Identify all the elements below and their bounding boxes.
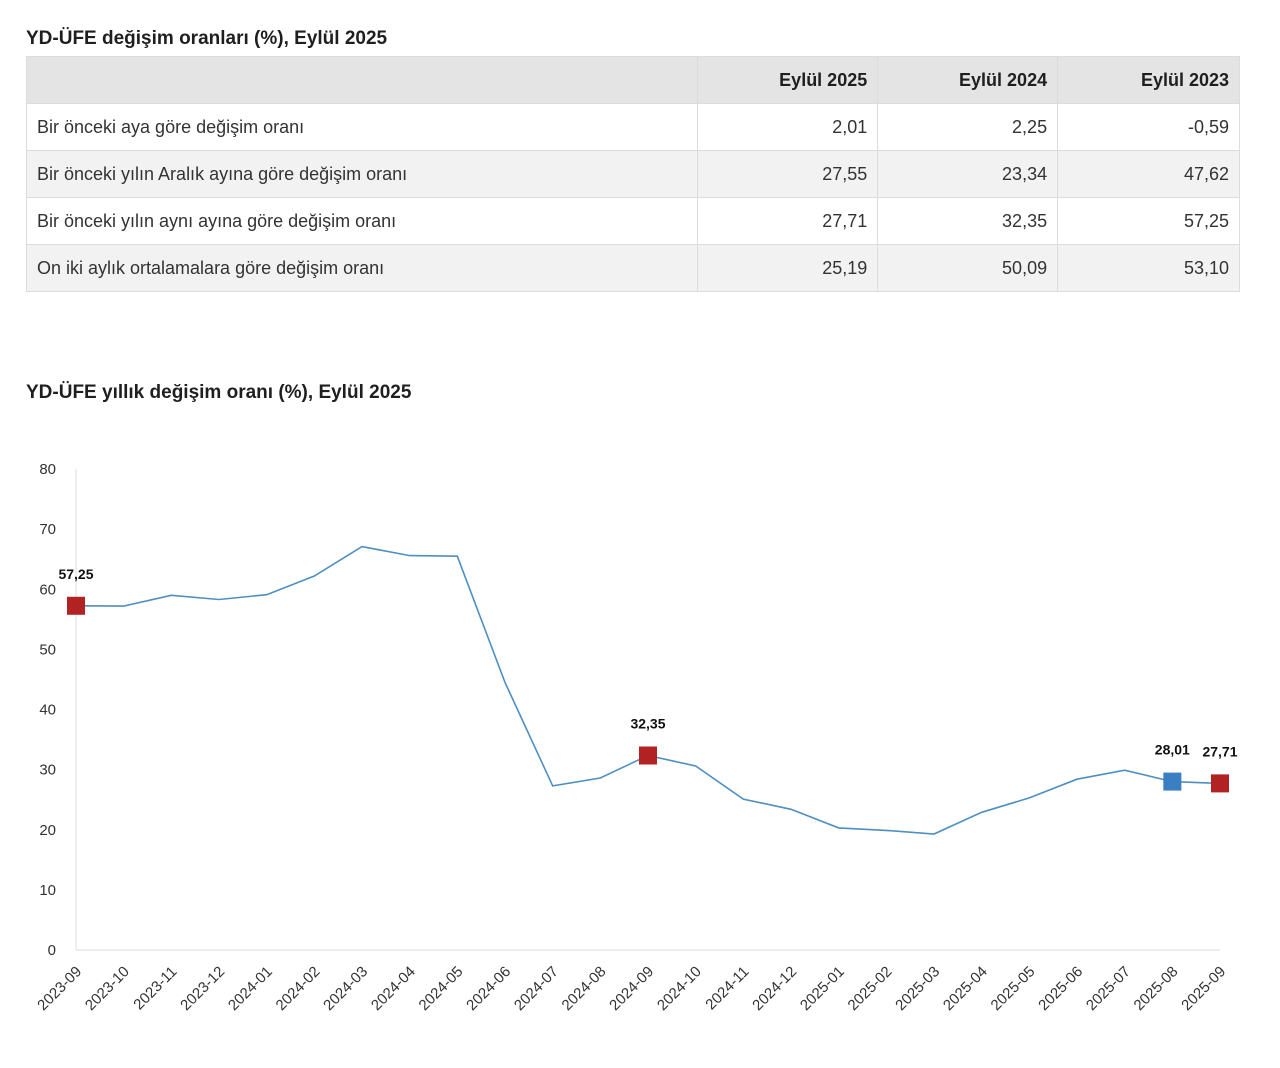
x-tick-label: 2025-04 [940, 963, 991, 1014]
data-point [789, 807, 793, 811]
table-row: Bir önceki aya göre değişim oranı 2,01 2… [25, 103, 1240, 151]
x-tick-label: 2023-10 [82, 963, 133, 1014]
data-point [980, 810, 984, 814]
change-rates-table: Eylül 2025 Eylül 2024 Eylül 2023 Bir önc… [25, 56, 1240, 292]
data-marker [639, 746, 657, 765]
y-tick-label: 0 [48, 942, 56, 959]
cell-value: 23,34 [877, 150, 1059, 198]
cell-value: 50,09 [877, 244, 1059, 292]
y-tick-label: 30 [39, 762, 56, 779]
x-tick-label: 2023-09 [34, 963, 85, 1014]
header-cell-label [25, 56, 699, 104]
data-label: 27,71 [1202, 743, 1237, 759]
table-header-row: Eylül 2025 Eylül 2024 Eylül 2023 [25, 56, 1240, 104]
data-point [312, 574, 316, 578]
cell-value: 2,25 [877, 103, 1059, 151]
header-cell-eylul-2025: Eylül 2025 [697, 56, 879, 104]
x-tick-label: 2025-01 [797, 963, 848, 1014]
data-marker [67, 596, 85, 615]
x-tick-label: 2024-09 [606, 963, 657, 1014]
x-tick-label: 2024-10 [654, 963, 705, 1014]
data-marker [1211, 774, 1229, 793]
row-label: On iki aylık ortalamalara göre değişim o… [25, 244, 699, 292]
cell-value: 53,10 [1057, 244, 1240, 292]
y-tick-label: 20 [39, 822, 56, 839]
series-group [75, 545, 1221, 836]
y-tick-label: 70 [39, 521, 56, 538]
x-tick-label: 2025-05 [988, 963, 1039, 1014]
table-row: Bir önceki yılın aynı ayına göre değişim… [25, 197, 1240, 245]
data-point [408, 554, 412, 558]
cell-value: 2,01 [697, 103, 879, 151]
x-tick-label: 2024-06 [463, 963, 514, 1014]
data-point [741, 797, 745, 801]
data-marker [1163, 772, 1182, 791]
data-point [884, 828, 888, 832]
data-point [265, 593, 269, 597]
y-tick-label: 60 [39, 581, 56, 598]
data-label: 57,25 [58, 566, 93, 582]
table-title: YD-ÜFE değişim oranları (%), Eylül 2025 [26, 28, 388, 49]
data-point [455, 554, 459, 558]
row-label: Bir önceki aya göre değişim oranı [25, 103, 699, 151]
y-tick-label: 80 [39, 461, 56, 478]
cell-value: 27,71 [697, 197, 879, 245]
cell-value: 27,55 [697, 150, 879, 198]
chart-title: YD-ÜFE yıllık değişim oranı (%), Eylül 2… [26, 382, 412, 403]
series-line [75, 545, 1221, 835]
data-point [1027, 796, 1031, 800]
data-point [169, 593, 173, 597]
data-point [503, 680, 507, 684]
row-label: Bir önceki yılın Aralık ayına göre değiş… [25, 150, 699, 198]
data-point [360, 545, 364, 549]
cell-value: 32,35 [877, 197, 1059, 245]
x-tick-label: 2024-12 [749, 963, 800, 1014]
x-tick-label: 2024-08 [559, 963, 610, 1014]
data-point [1075, 777, 1079, 781]
x-tick-label: 2024-11 [702, 963, 752, 1013]
x-tick-label: 2025-09 [1178, 963, 1229, 1014]
data-point [837, 826, 841, 830]
x-tick-label: 2024-03 [320, 963, 371, 1014]
data-point [217, 597, 221, 601]
y-tick-label: 10 [39, 882, 56, 899]
x-tick-label: 2023-12 [177, 963, 228, 1014]
x-tick-label: 2024-07 [511, 963, 562, 1014]
data-point [694, 764, 698, 768]
y-tick-label: 40 [39, 702, 56, 719]
data-point [122, 604, 126, 608]
y-tick-label: 50 [39, 641, 56, 658]
data-point [932, 832, 936, 836]
data-point [551, 784, 555, 788]
x-tick-label: 2024-01 [225, 963, 276, 1014]
y-axis: 0 10 20 30 40 50 60 70 80 [39, 461, 77, 959]
header-cell-eylul-2023: Eylül 2023 [1057, 56, 1240, 104]
data-point [1123, 768, 1127, 772]
table-row: On iki aylık ortalamalara göre değişim o… [25, 244, 1240, 292]
x-axis: 2023-092023-102023-112023-122024-012024-… [34, 949, 1229, 1014]
x-tick-label: 2024-02 [273, 963, 324, 1014]
x-tick-label: 2025-02 [845, 963, 896, 1014]
table-row: Bir önceki yılın Aralık ayına göre değiş… [25, 150, 1240, 198]
x-tick-label: 2024-05 [416, 963, 467, 1014]
row-label: Bir önceki yılın aynı ayına göre değişim… [25, 197, 699, 245]
cell-value: -0,59 [1057, 103, 1240, 151]
data-label: 32,35 [630, 715, 665, 731]
header-cell-eylul-2024: Eylül 2024 [877, 56, 1059, 104]
cell-value: 57,25 [1057, 197, 1240, 245]
cell-value: 25,19 [697, 244, 879, 292]
x-tick-label: 2024-04 [368, 963, 419, 1014]
cell-value: 47,62 [1057, 150, 1240, 198]
x-tick-label: 2025-07 [1083, 963, 1134, 1014]
x-tick-label: 2025-03 [892, 963, 943, 1014]
x-tick-label: 2023-11 [130, 963, 180, 1013]
markers-group: 57,25 32,35 28,01 27,71 [58, 566, 1238, 793]
data-label: 28,01 [1155, 742, 1190, 758]
data-point [598, 776, 602, 780]
x-tick-label: 2025-08 [1131, 963, 1182, 1014]
x-tick-label: 2025-06 [1035, 963, 1086, 1014]
